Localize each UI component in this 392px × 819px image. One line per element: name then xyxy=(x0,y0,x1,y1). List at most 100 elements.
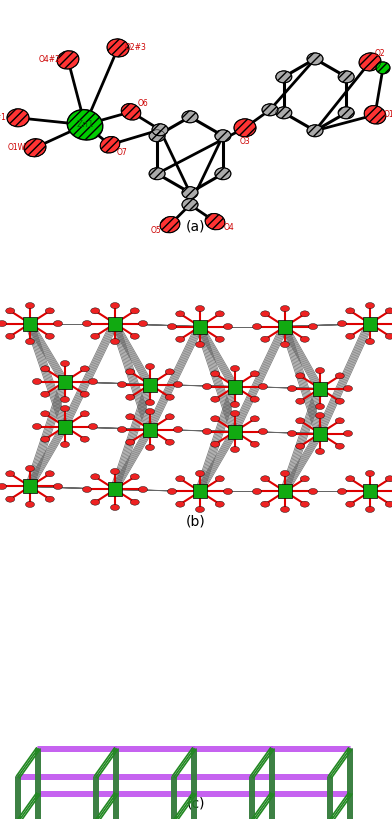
Ellipse shape xyxy=(287,431,296,437)
Ellipse shape xyxy=(211,396,220,402)
Ellipse shape xyxy=(60,396,69,402)
Text: Zn1: Zn1 xyxy=(76,120,94,129)
Text: O2: O2 xyxy=(375,49,385,58)
Ellipse shape xyxy=(138,320,147,327)
Ellipse shape xyxy=(118,382,127,387)
Ellipse shape xyxy=(316,449,325,455)
Ellipse shape xyxy=(149,129,165,142)
Text: O4: O4 xyxy=(223,223,234,232)
Ellipse shape xyxy=(335,398,344,405)
Ellipse shape xyxy=(365,470,374,477)
Point xyxy=(197,320,203,333)
Ellipse shape xyxy=(60,405,69,411)
Text: (b): (b) xyxy=(186,514,206,528)
Ellipse shape xyxy=(215,337,224,342)
Text: (c): (c) xyxy=(187,797,205,811)
Text: (a): (a) xyxy=(186,219,206,233)
Ellipse shape xyxy=(126,414,135,420)
Ellipse shape xyxy=(91,473,100,480)
Ellipse shape xyxy=(359,53,381,71)
Ellipse shape xyxy=(335,418,344,423)
Ellipse shape xyxy=(182,199,198,210)
Ellipse shape xyxy=(230,401,240,408)
Ellipse shape xyxy=(91,308,100,314)
Point xyxy=(27,317,33,330)
Ellipse shape xyxy=(130,500,139,505)
Ellipse shape xyxy=(25,465,34,472)
Ellipse shape xyxy=(41,411,50,417)
Ellipse shape xyxy=(262,104,278,115)
Text: O4#2: O4#2 xyxy=(39,56,61,65)
Text: O3: O3 xyxy=(240,138,250,147)
Ellipse shape xyxy=(364,106,386,124)
Ellipse shape xyxy=(45,471,54,477)
Point xyxy=(282,320,288,333)
Ellipse shape xyxy=(252,488,261,495)
Ellipse shape xyxy=(89,423,98,429)
Ellipse shape xyxy=(335,443,344,449)
Text: O5: O5 xyxy=(151,226,162,235)
Point xyxy=(27,480,33,493)
Ellipse shape xyxy=(25,302,34,309)
Ellipse shape xyxy=(145,364,154,369)
Text: O6: O6 xyxy=(138,99,149,108)
Ellipse shape xyxy=(250,416,259,422)
Ellipse shape xyxy=(376,62,390,74)
Ellipse shape xyxy=(196,470,205,477)
Ellipse shape xyxy=(6,471,15,477)
Ellipse shape xyxy=(33,378,42,385)
Ellipse shape xyxy=(385,308,392,314)
Ellipse shape xyxy=(261,476,270,482)
Point xyxy=(62,375,68,388)
Ellipse shape xyxy=(234,119,256,137)
Point xyxy=(317,427,323,440)
Ellipse shape xyxy=(215,311,224,317)
Ellipse shape xyxy=(335,373,344,379)
Ellipse shape xyxy=(281,506,290,513)
Ellipse shape xyxy=(223,324,232,329)
Ellipse shape xyxy=(281,342,290,347)
Ellipse shape xyxy=(100,137,120,153)
Ellipse shape xyxy=(215,476,224,482)
Point xyxy=(232,425,238,438)
Ellipse shape xyxy=(365,302,374,309)
Ellipse shape xyxy=(138,486,147,492)
Ellipse shape xyxy=(130,473,139,480)
Ellipse shape xyxy=(261,311,270,317)
Ellipse shape xyxy=(211,416,220,422)
Point xyxy=(197,485,203,498)
Ellipse shape xyxy=(300,311,309,317)
Ellipse shape xyxy=(338,320,347,327)
Ellipse shape xyxy=(45,333,54,339)
Ellipse shape xyxy=(307,53,323,65)
Ellipse shape xyxy=(300,501,309,507)
Ellipse shape xyxy=(346,333,355,339)
Ellipse shape xyxy=(60,441,69,447)
Ellipse shape xyxy=(91,500,100,505)
Ellipse shape xyxy=(25,501,34,508)
Ellipse shape xyxy=(261,501,270,507)
Ellipse shape xyxy=(91,333,100,339)
Ellipse shape xyxy=(89,378,98,385)
Ellipse shape xyxy=(41,391,50,397)
Ellipse shape xyxy=(223,488,232,495)
Ellipse shape xyxy=(33,423,42,429)
Ellipse shape xyxy=(6,333,15,339)
Ellipse shape xyxy=(316,413,325,419)
Ellipse shape xyxy=(250,441,259,447)
Ellipse shape xyxy=(211,371,220,377)
Ellipse shape xyxy=(296,443,305,449)
Point xyxy=(147,423,153,436)
Ellipse shape xyxy=(111,338,120,345)
Ellipse shape xyxy=(145,409,154,414)
Ellipse shape xyxy=(24,138,46,156)
Ellipse shape xyxy=(176,311,185,317)
Ellipse shape xyxy=(80,391,89,397)
Ellipse shape xyxy=(111,505,120,510)
Ellipse shape xyxy=(145,400,154,405)
Ellipse shape xyxy=(145,445,154,450)
Ellipse shape xyxy=(53,320,62,327)
Ellipse shape xyxy=(196,506,205,513)
Ellipse shape xyxy=(176,501,185,507)
Ellipse shape xyxy=(53,483,62,490)
